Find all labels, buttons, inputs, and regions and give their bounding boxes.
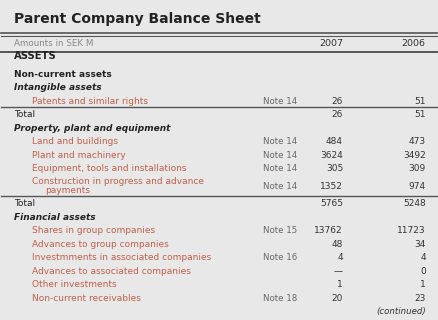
Text: 1352: 1352 xyxy=(320,182,343,191)
Text: Note 14: Note 14 xyxy=(262,182,297,191)
Text: Property, plant and equipment: Property, plant and equipment xyxy=(14,124,171,132)
Text: 5248: 5248 xyxy=(403,199,426,208)
Text: Patents and similar rights: Patents and similar rights xyxy=(32,97,148,106)
Text: ASSETS: ASSETS xyxy=(14,51,57,61)
Text: 5765: 5765 xyxy=(320,199,343,208)
Text: payments: payments xyxy=(45,186,90,195)
Text: —: — xyxy=(334,267,343,276)
Text: (continued): (continued) xyxy=(376,307,426,316)
Text: 3624: 3624 xyxy=(320,151,343,160)
Text: Parent Company Balance Sheet: Parent Company Balance Sheet xyxy=(14,12,261,27)
Text: 309: 309 xyxy=(409,164,426,173)
Text: 1: 1 xyxy=(420,280,426,289)
Text: Advances to associated companies: Advances to associated companies xyxy=(32,267,191,276)
Text: Advances to group companies: Advances to group companies xyxy=(32,240,169,249)
Text: 34: 34 xyxy=(414,240,426,249)
Text: Land and buildings: Land and buildings xyxy=(32,137,118,146)
Text: Amounts in SEK M: Amounts in SEK M xyxy=(14,39,94,48)
Text: Equipment, tools and installations: Equipment, tools and installations xyxy=(32,164,186,173)
Text: Note 15: Note 15 xyxy=(262,226,297,235)
Text: Construction in progress and advance: Construction in progress and advance xyxy=(32,177,204,186)
Text: 11723: 11723 xyxy=(397,226,426,235)
Text: Plant and machinery: Plant and machinery xyxy=(32,151,126,160)
Text: Non-current assets: Non-current assets xyxy=(14,69,112,79)
Text: Note 14: Note 14 xyxy=(262,137,297,146)
Text: Total: Total xyxy=(14,199,35,208)
Text: Note 14: Note 14 xyxy=(262,164,297,173)
Text: Shares in group companies: Shares in group companies xyxy=(32,226,155,235)
Text: 2007: 2007 xyxy=(319,39,343,48)
Text: 20: 20 xyxy=(332,294,343,303)
Text: 3492: 3492 xyxy=(403,151,426,160)
Text: 305: 305 xyxy=(326,164,343,173)
Text: 48: 48 xyxy=(332,240,343,249)
Text: Note 14: Note 14 xyxy=(262,97,297,106)
Text: 974: 974 xyxy=(409,182,426,191)
Text: Non-current receivables: Non-current receivables xyxy=(32,294,141,303)
Text: 484: 484 xyxy=(326,137,343,146)
Text: 2006: 2006 xyxy=(402,39,426,48)
Text: 51: 51 xyxy=(414,110,426,119)
Text: Note 14: Note 14 xyxy=(262,151,297,160)
Text: 1: 1 xyxy=(337,280,343,289)
Text: 26: 26 xyxy=(332,110,343,119)
Text: 23: 23 xyxy=(414,294,426,303)
Text: Other investments: Other investments xyxy=(32,280,117,289)
Text: 26: 26 xyxy=(332,97,343,106)
Text: 13762: 13762 xyxy=(314,226,343,235)
Text: Financial assets: Financial assets xyxy=(14,213,96,222)
Text: 473: 473 xyxy=(409,137,426,146)
Text: Intangible assets: Intangible assets xyxy=(14,83,102,92)
Text: 4: 4 xyxy=(337,253,343,262)
Text: 4: 4 xyxy=(420,253,426,262)
Text: Total: Total xyxy=(14,110,35,119)
Text: 51: 51 xyxy=(414,97,426,106)
Text: Note 18: Note 18 xyxy=(262,294,297,303)
Text: 0: 0 xyxy=(420,267,426,276)
Text: Note 16: Note 16 xyxy=(262,253,297,262)
Text: Investmments in associated companies: Investmments in associated companies xyxy=(32,253,211,262)
